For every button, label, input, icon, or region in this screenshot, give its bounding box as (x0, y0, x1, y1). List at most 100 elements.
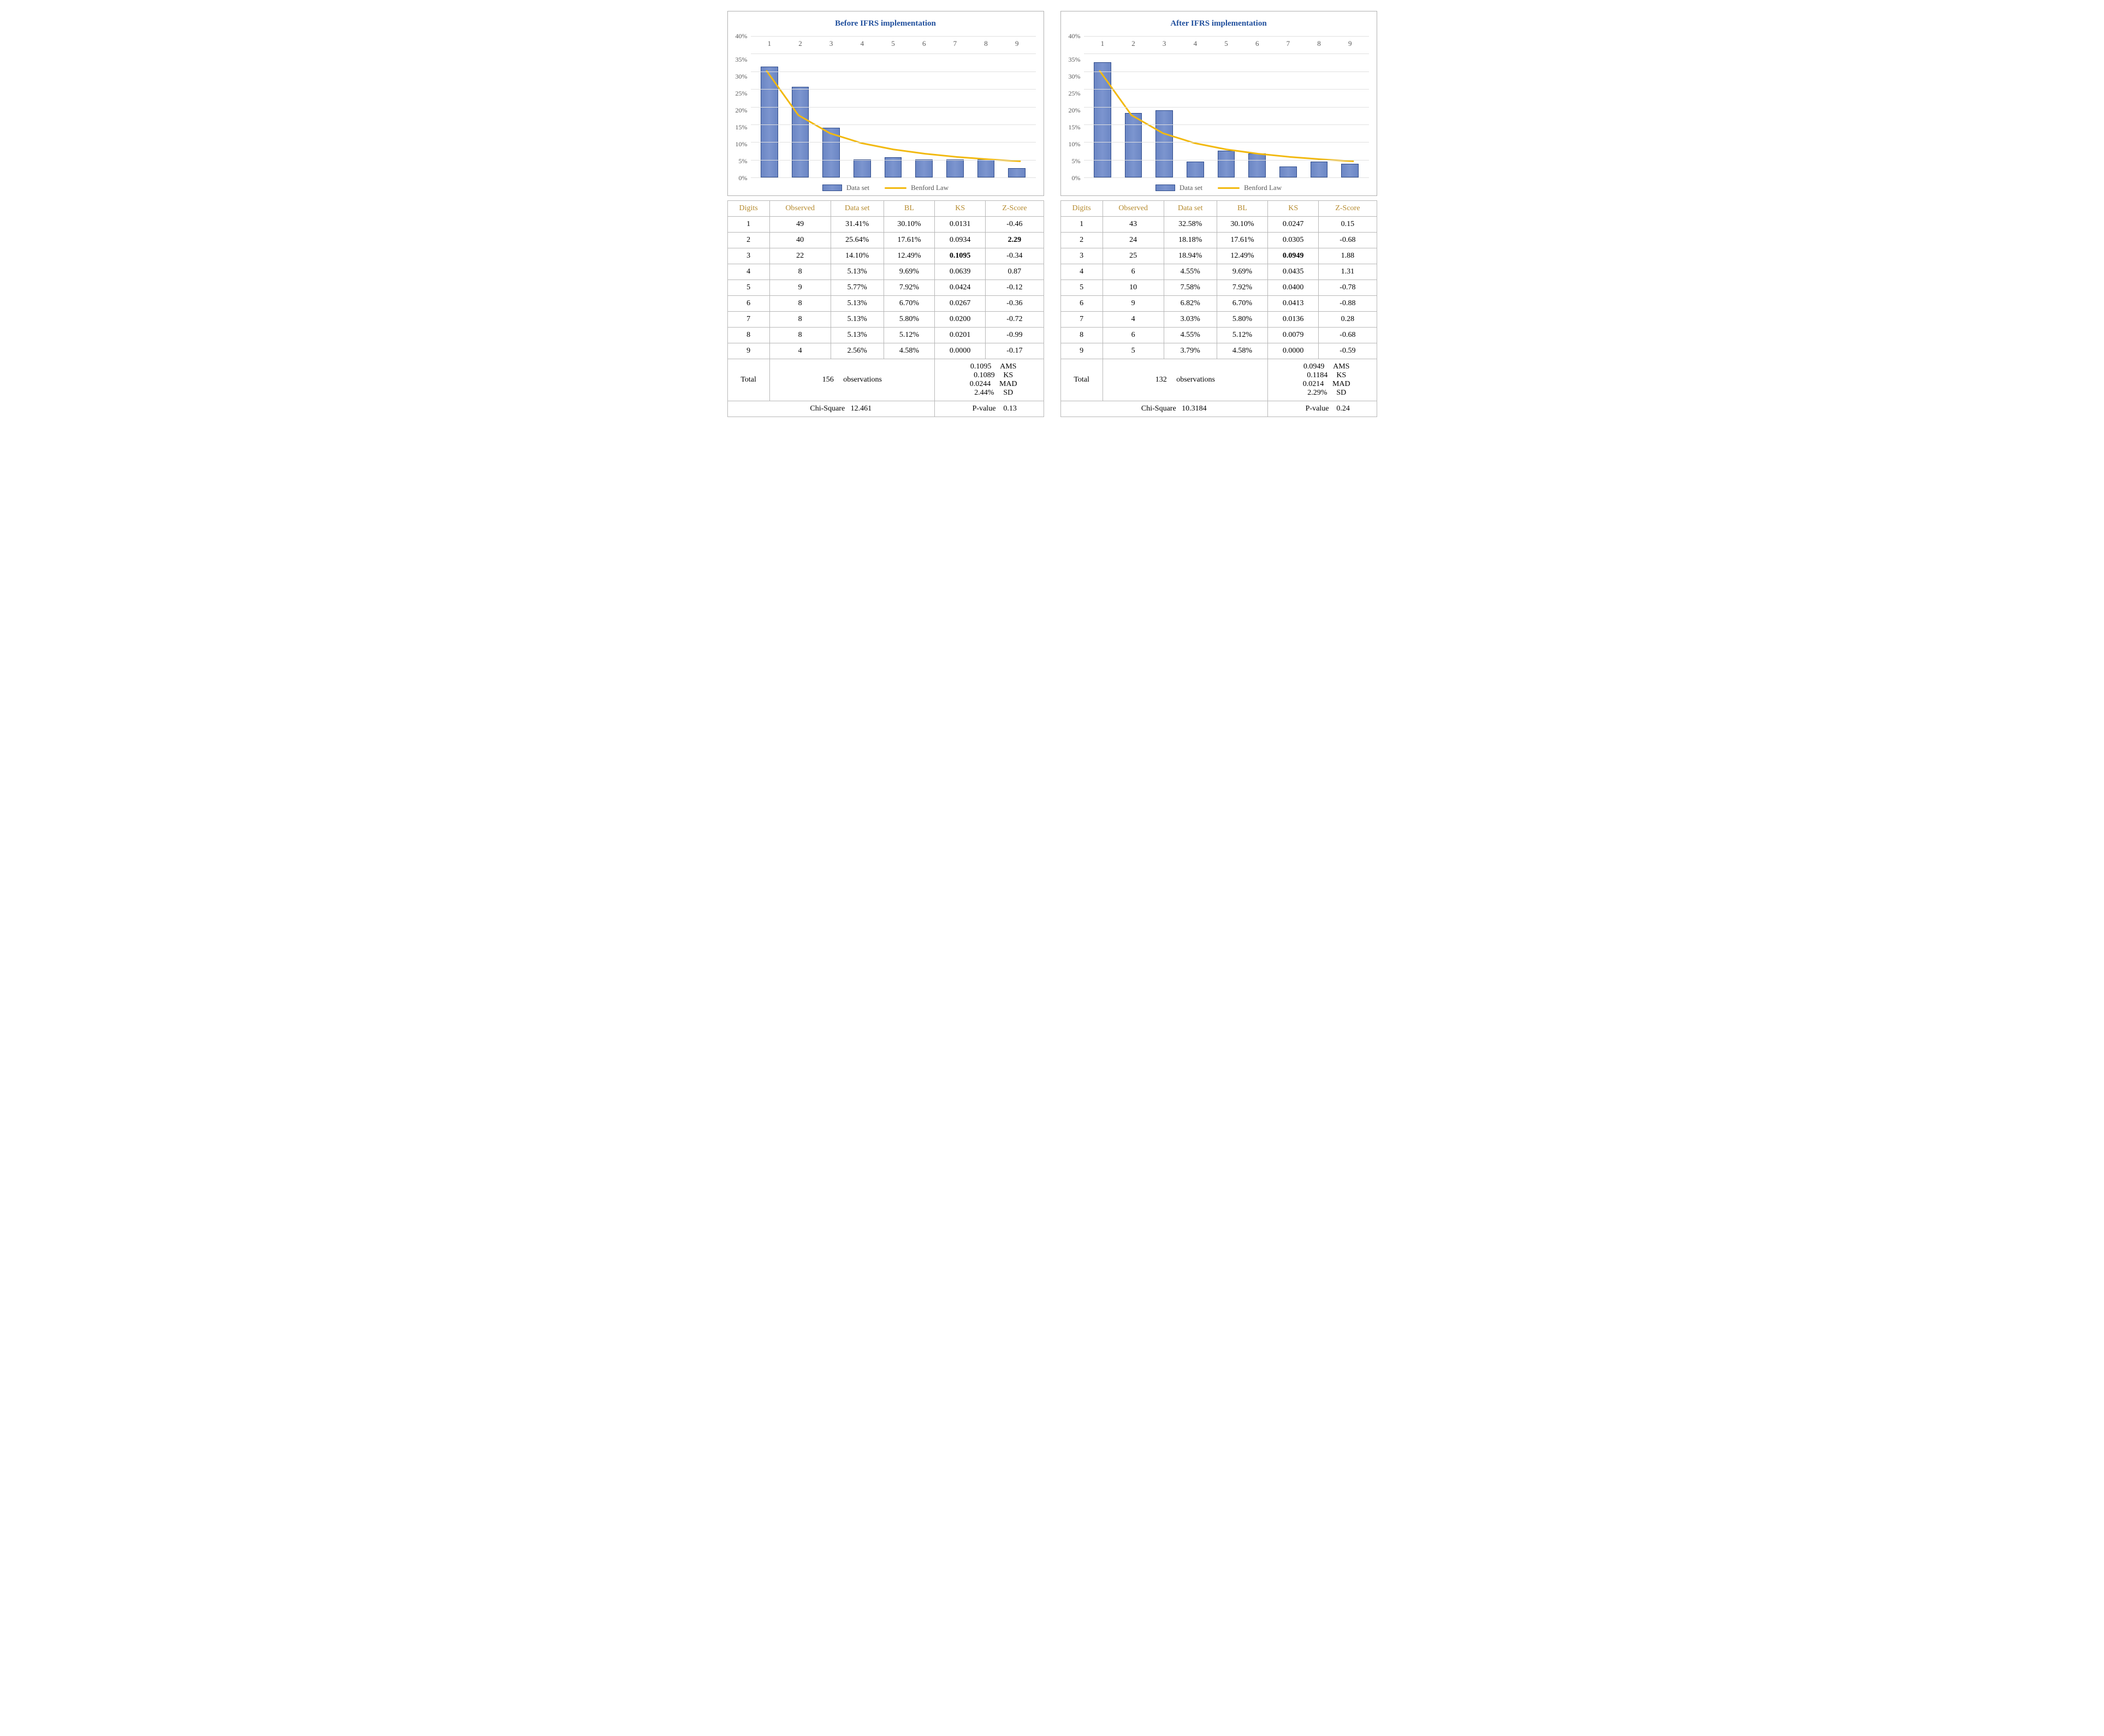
table-cell: 5 (1103, 343, 1164, 359)
table-cell: 0.0305 (1268, 233, 1319, 248)
table-row: 14332.58%30.10%0.02470.15 (1060, 217, 1377, 233)
legend-bar-label: Data set (1180, 183, 1202, 192)
table-header-cell: Z-Score (986, 201, 1044, 217)
table-cell: -0.34 (986, 248, 1044, 264)
table-cell: 8 (769, 328, 831, 343)
page-root: Before IFRS implementation 40%35%30%25%2… (11, 11, 2093, 417)
table-cell: 3.79% (1164, 343, 1217, 359)
chart-title: After IFRS implementation (1069, 19, 1369, 28)
total-label-cell: Total (1060, 359, 1103, 401)
table-cell: 3 (1060, 248, 1103, 264)
legend: Data set Benford Law (736, 183, 1036, 192)
table-cell: 4.58% (884, 343, 934, 359)
table-cell: 0.0000 (935, 343, 986, 359)
table-cell: 0.0000 (1268, 343, 1319, 359)
table-cell: 12.49% (884, 248, 934, 264)
table-cell: 31.41% (831, 217, 884, 233)
table-header-cell: Z-Score (1319, 201, 1377, 217)
table-row: 14931.41%30.10%0.0131-0.46 (727, 217, 1044, 233)
table-cell: 49 (769, 217, 831, 233)
table-header-cell: Digits (1060, 201, 1103, 217)
y-tick-label: 25% (736, 90, 748, 97)
table-cell: 4 (1103, 312, 1164, 328)
table-cell: -0.68 (1319, 328, 1377, 343)
table-cell: 2 (727, 233, 769, 248)
table-cell: 9.69% (1217, 264, 1267, 280)
chart-box: Before IFRS implementation 40%35%30%25%2… (727, 11, 1044, 196)
table-cell: -0.68 (1319, 233, 1377, 248)
y-tick-label: 40% (1069, 33, 1081, 39)
table-cell: 5.13% (831, 312, 884, 328)
table-cell: 2.29 (986, 233, 1044, 248)
table-cell: -0.36 (986, 296, 1044, 312)
table-row: 685.13%6.70%0.0267-0.36 (727, 296, 1044, 312)
table-cell: 0.28 (1319, 312, 1377, 328)
panel-after: After IFRS implementation 40%35%30%25%20… (1060, 11, 1377, 417)
legend-bar-swatch (1155, 185, 1175, 191)
table-cell: -0.12 (986, 280, 1044, 296)
table-header-cell: Data set (831, 201, 884, 217)
legend-line-swatch (885, 187, 906, 189)
table-cell: 22 (769, 248, 831, 264)
y-tick-label: 20% (1069, 107, 1081, 114)
gridline (1084, 177, 1369, 178)
y-tick-label: 15% (736, 124, 748, 130)
table-row: 32518.94%12.49%0.09491.88 (1060, 248, 1377, 264)
legend-bar-swatch (822, 185, 842, 191)
table-cell: 9 (769, 280, 831, 296)
table-cell: 0.87 (986, 264, 1044, 280)
table-cell: 0.0934 (935, 233, 986, 248)
y-tick-label: 5% (739, 158, 748, 164)
observations-cell: 132 observations (1103, 359, 1267, 401)
gridline (1084, 124, 1369, 125)
table-row: 24025.64%17.61%0.09342.29 (727, 233, 1044, 248)
table-cell: 7 (727, 312, 769, 328)
gridline (751, 89, 1036, 90)
table-header-cell: KS (935, 201, 986, 217)
table-header-cell: Observed (769, 201, 831, 217)
table-cell: 5.13% (831, 328, 884, 343)
table-cell: 17.61% (884, 233, 934, 248)
table-cell: 1 (727, 217, 769, 233)
y-tick-label: 10% (1069, 141, 1081, 147)
table-cell: 0.0247 (1268, 217, 1319, 233)
y-tick-label: 0% (1072, 175, 1081, 181)
table-row: 696.82%6.70%0.0413-0.88 (1060, 296, 1377, 312)
table-cell: 5.80% (1217, 312, 1267, 328)
table-cell: 17.61% (1217, 233, 1267, 248)
table-cell: -0.72 (986, 312, 1044, 328)
table-cell: 0.0435 (1268, 264, 1319, 280)
table-cell: 4 (769, 343, 831, 359)
legend-line-swatch (1218, 187, 1240, 189)
table-cell: -0.17 (986, 343, 1044, 359)
table-cell: 3 (727, 248, 769, 264)
plot (1084, 36, 1369, 178)
table-cell: 9 (727, 343, 769, 359)
y-tick-label: 30% (1069, 73, 1081, 80)
table-cell: 7 (1060, 312, 1103, 328)
chart-box: After IFRS implementation 40%35%30%25%20… (1060, 11, 1377, 196)
table-cell: 0.0079 (1268, 328, 1319, 343)
chisquare-cell: Chi-Square 10.3184 (1060, 401, 1268, 417)
table-cell: 5.12% (1217, 328, 1267, 343)
table-cell: 4.55% (1164, 264, 1217, 280)
table-cell: 1.88 (1319, 248, 1377, 264)
table-cell: 25 (1103, 248, 1164, 264)
table-cell: 0.0267 (935, 296, 986, 312)
table-cell: 7.92% (884, 280, 934, 296)
table-cell: -0.78 (1319, 280, 1377, 296)
table-cell: 6 (1060, 296, 1103, 312)
table-chisquare-row: Chi-Square 12.461P-value 0.13 (727, 401, 1044, 417)
y-tick-label: 25% (1069, 90, 1081, 97)
plot (751, 36, 1036, 178)
gridline (751, 177, 1036, 178)
table-cell: -0.59 (1319, 343, 1377, 359)
table-chisquare-row: Chi-Square 10.3184P-value 0.24 (1060, 401, 1377, 417)
y-tick-label: 35% (736, 56, 748, 63)
table-cell: 2.56% (831, 343, 884, 359)
table-cell: 43 (1103, 217, 1164, 233)
table-cell: 30.10% (884, 217, 934, 233)
y-axis: 40%35%30%25%20%15%10%5%0% (1069, 36, 1084, 178)
table-row: 864.55%5.12%0.0079-0.68 (1060, 328, 1377, 343)
table-header-cell: Digits (727, 201, 769, 217)
